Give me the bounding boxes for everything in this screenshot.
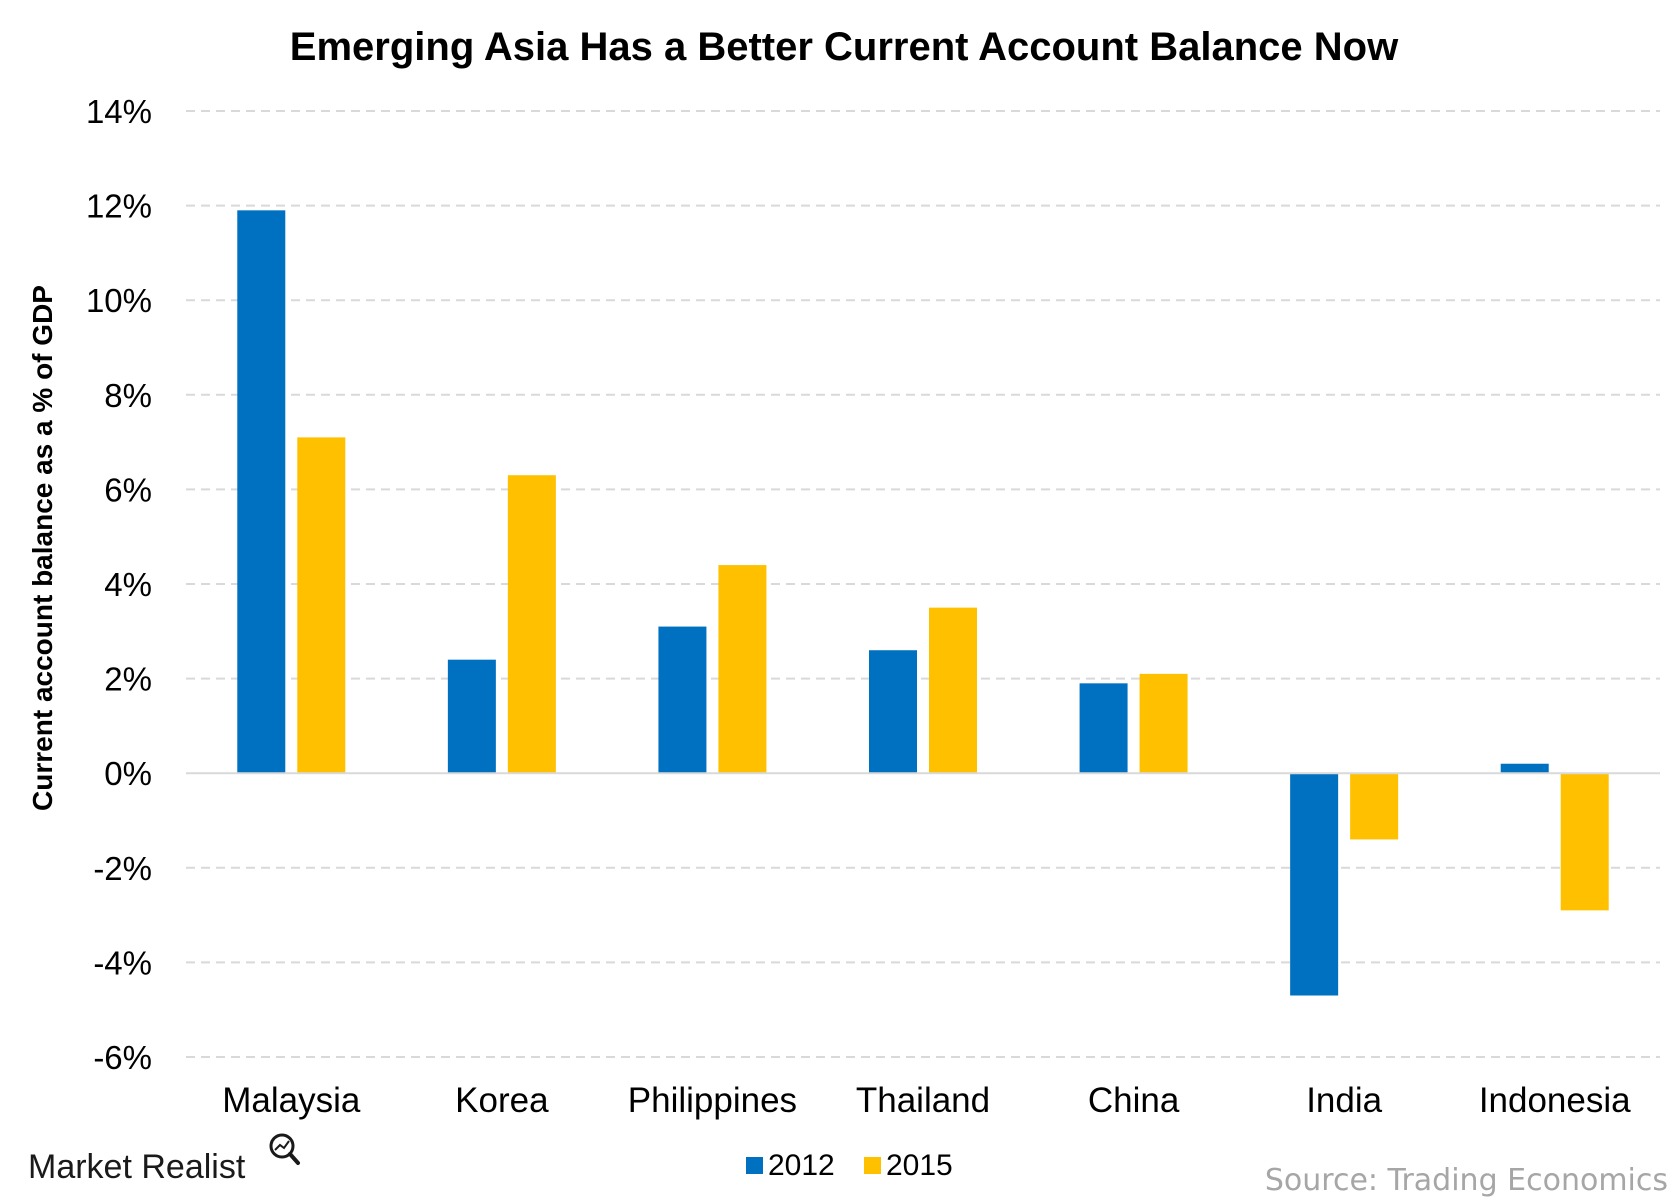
bar-2012-philippines <box>658 626 707 774</box>
x-tick-label: Malaysia <box>222 1081 361 1120</box>
bar-2015-malaysia <box>297 437 346 774</box>
x-tick-label: Indonesia <box>1479 1081 1631 1120</box>
y-tick-label: 2% <box>104 661 152 698</box>
y-tick-label: 4% <box>104 566 152 603</box>
bars <box>237 210 1609 996</box>
bar-2012-indonesia <box>1500 763 1549 774</box>
y-axis-label: Current account balance as a % of GDP <box>27 285 58 811</box>
y-tick-label: 6% <box>104 471 152 508</box>
y-tick-label: 14% <box>86 93 152 130</box>
bar-2015-philippines <box>718 565 767 774</box>
legend-label-2015: 2015 <box>886 1149 953 1182</box>
x-tick-label: China <box>1088 1081 1180 1120</box>
x-tick-label: India <box>1306 1081 1382 1120</box>
bar-2015-korea <box>507 475 556 774</box>
bar-2012-china <box>1079 683 1128 774</box>
chart-title: Emerging Asia Has a Better Current Accou… <box>290 25 1399 69</box>
bar-2015-china <box>1139 673 1188 774</box>
legend-label-2012: 2012 <box>768 1149 835 1182</box>
source-note: Source: Trading Economics <box>1265 1163 1668 1198</box>
bar-2015-india <box>1350 773 1399 840</box>
x-tick-label: Thailand <box>856 1081 990 1120</box>
bar-2012-korea <box>447 659 496 774</box>
y-tick-label: -4% <box>93 944 152 981</box>
bar-2012-malaysia <box>237 210 286 774</box>
y-tick-label: 8% <box>104 377 152 414</box>
y-tick-label: 10% <box>86 282 152 319</box>
x-tick-label: Korea <box>455 1081 549 1120</box>
y-tick-label: -6% <box>93 1039 152 1076</box>
legend: 2012 2015 <box>746 1149 953 1182</box>
x-axis-ticks: Malaysia Korea Philippines Thailand China Ind… <box>222 1081 1631 1120</box>
market-realist-logo: Market Realist <box>28 1133 300 1186</box>
bar-2015-indonesia <box>1560 773 1609 911</box>
legend-swatch-2015 <box>864 1157 881 1174</box>
bar-2012-thailand <box>869 650 917 774</box>
legend-swatch-2012 <box>746 1157 763 1174</box>
x-tick-label: Philippines <box>628 1081 797 1120</box>
logo-text: Market Realist <box>28 1148 246 1186</box>
bar-2012-india <box>1290 773 1339 996</box>
gridlines <box>186 110 1660 1058</box>
bar-2015-thailand <box>929 607 977 774</box>
magnifier-chart-icon <box>269 1133 300 1165</box>
y-axis-ticks: 14% 12% 10% 8% 6% 4% 2% 0% -2% -4% -6% <box>86 93 152 1076</box>
y-tick-label: -2% <box>93 850 152 887</box>
y-tick-label: 0% <box>104 755 152 792</box>
y-tick-label: 12% <box>86 188 152 225</box>
